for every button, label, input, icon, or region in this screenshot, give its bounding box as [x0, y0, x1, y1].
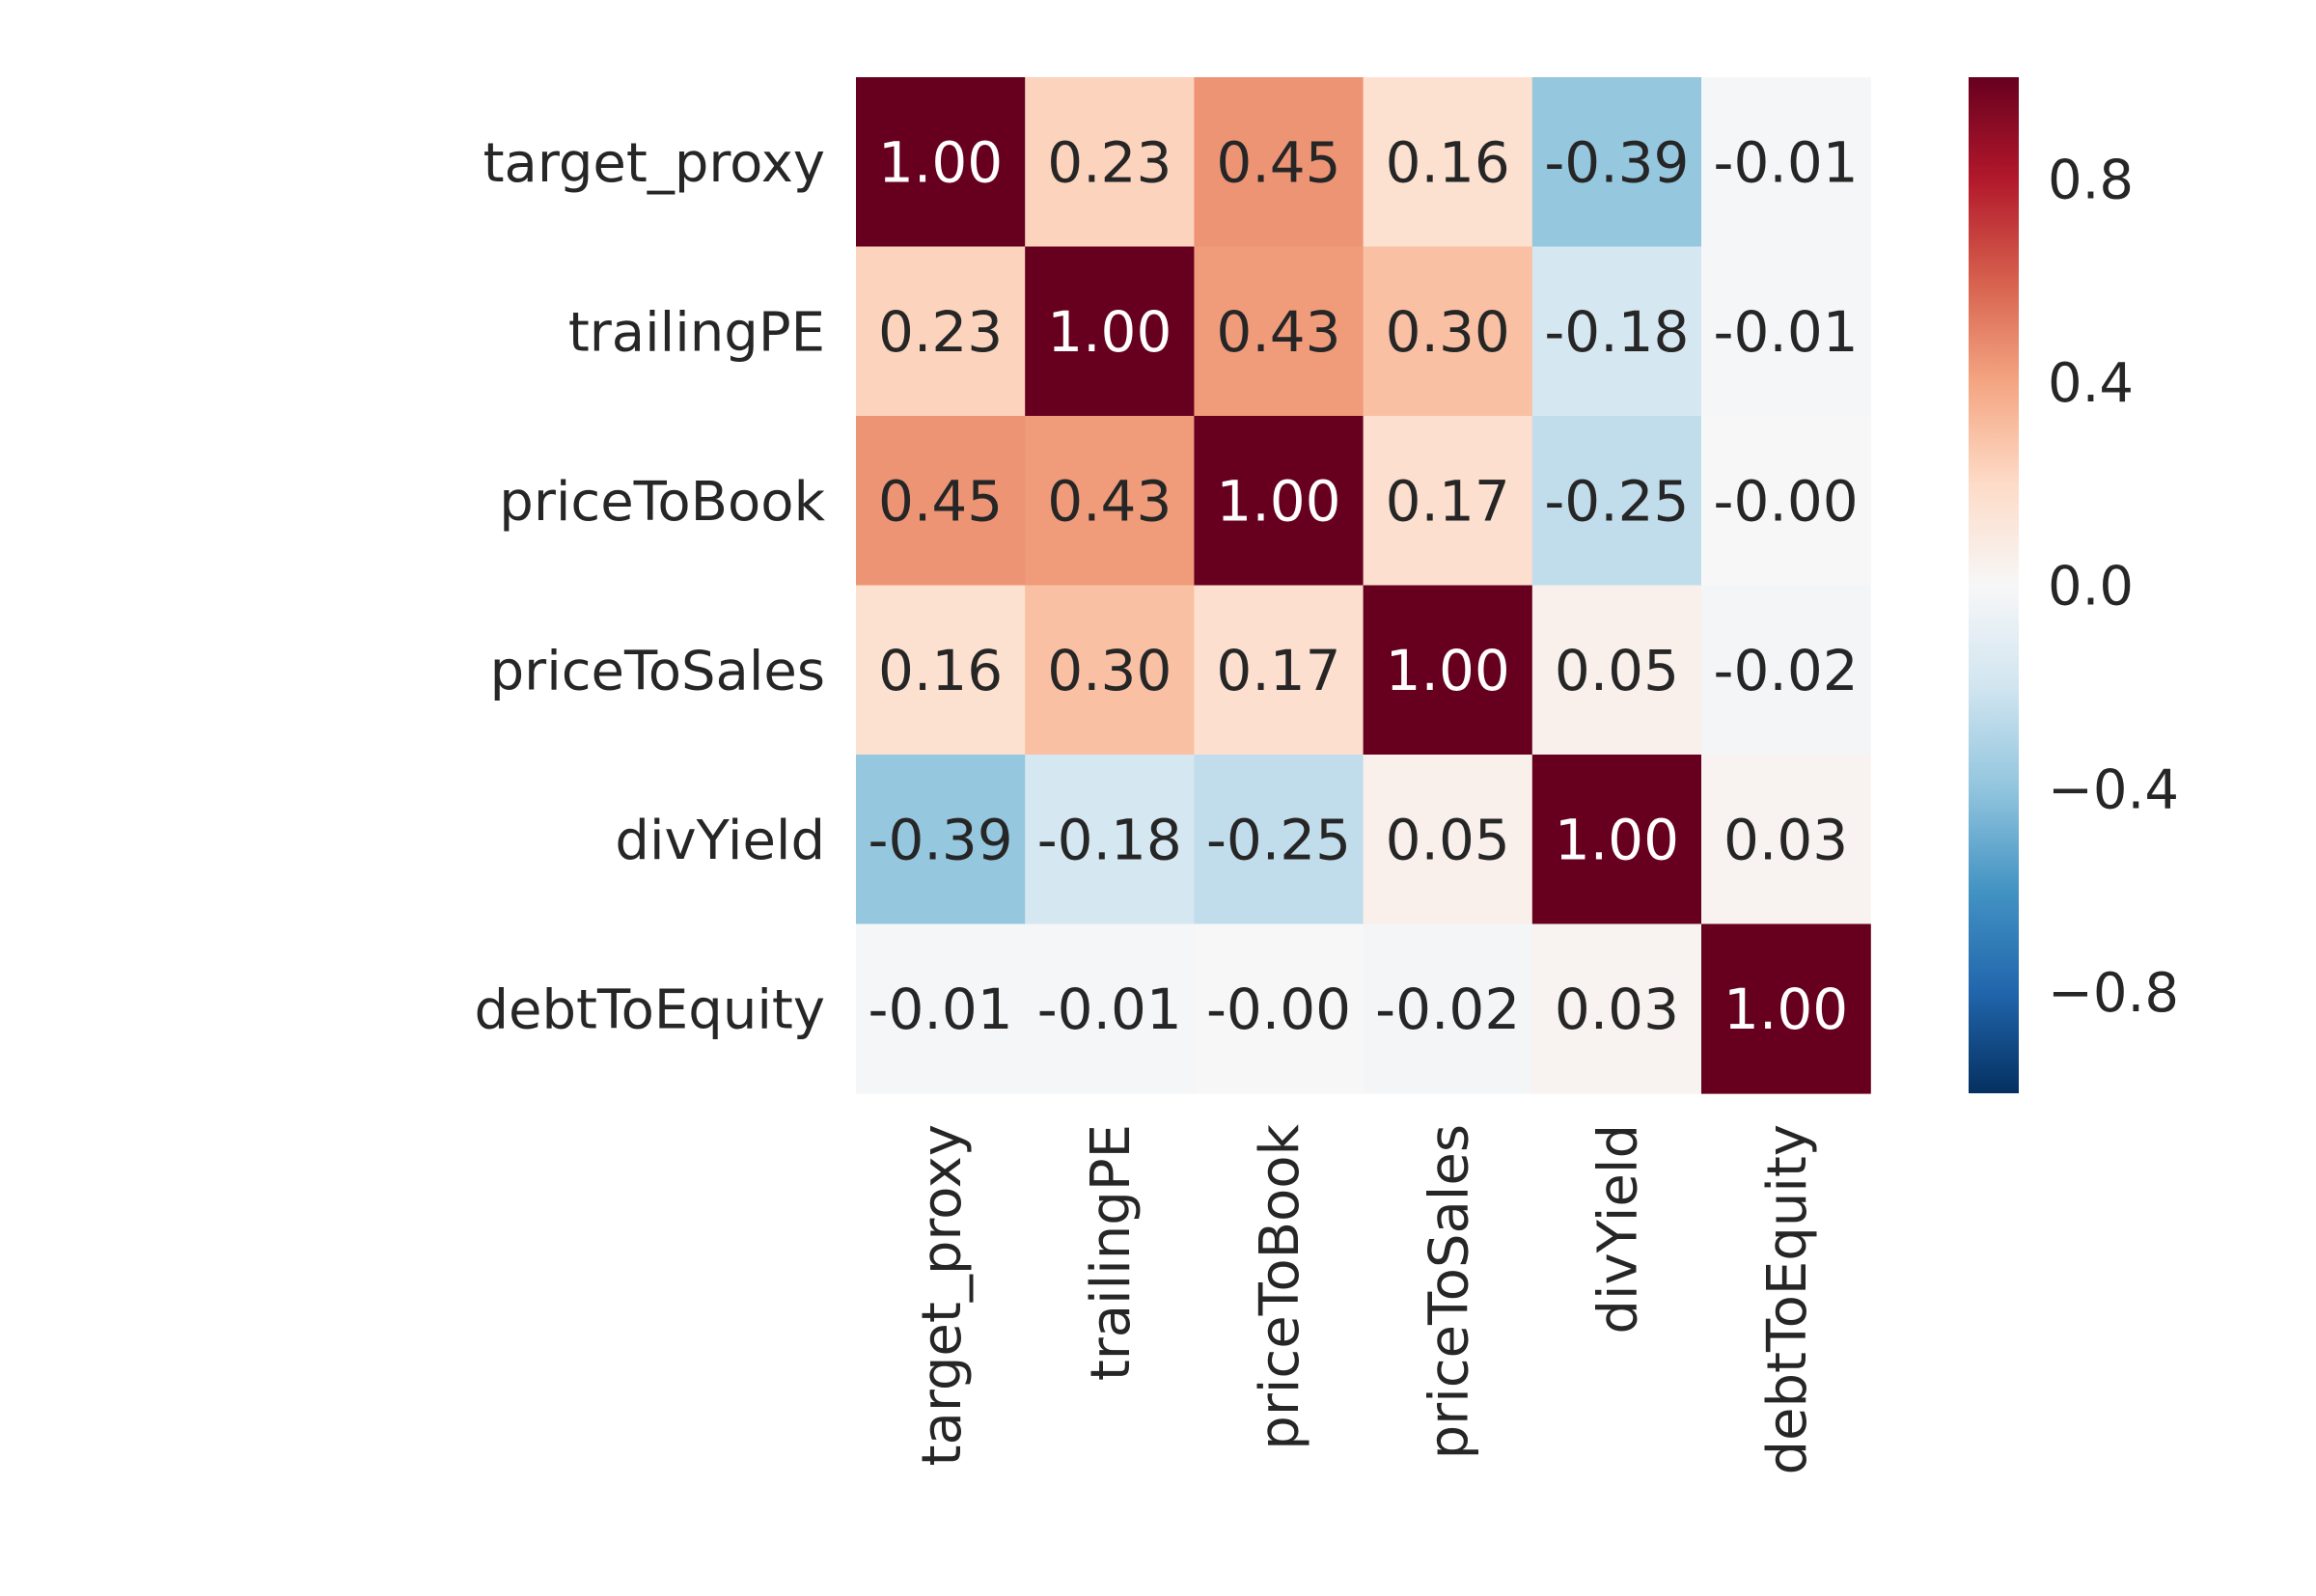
cell-annotation: -0.25 [1544, 469, 1689, 535]
cell-annotation: 0.17 [1216, 638, 1340, 703]
cell-annotation: -0.02 [1714, 638, 1859, 703]
heatmap-cell [1363, 755, 1533, 925]
heatmap-cell [1531, 923, 1702, 1094]
heatmap-cell [1701, 923, 1871, 1094]
cell-annotation: -0.39 [868, 808, 1013, 873]
cell-annotation: 0.43 [1216, 299, 1340, 365]
colorbar-tick-label: 0.8 [2048, 149, 2134, 211]
heatmap-cell [1363, 246, 1533, 417]
column-label: trailingPE [1080, 1124, 1143, 1381]
cell-annotation: 0.17 [1386, 469, 1510, 535]
row-labels: target_proxy trailingPE priceToBook priceTo… [474, 132, 825, 1042]
cell-annotation: 0.43 [1047, 469, 1172, 535]
heatmap-cell [1363, 585, 1533, 756]
heatmap-cell [1194, 416, 1365, 587]
cell-annotation: -0.25 [1206, 808, 1351, 873]
cell-annotation: -0.18 [1544, 299, 1689, 365]
cell-annotation: 0.03 [1555, 977, 1679, 1042]
heatmap-cell [1531, 416, 1702, 587]
cell-annotation: 1.00 [878, 130, 1003, 196]
heatmap-cell [856, 416, 1026, 587]
cell-annotation: 0.23 [1047, 130, 1172, 196]
colorbar-tick-label: −0.8 [2048, 962, 2179, 1025]
heatmap-cell [1194, 755, 1365, 925]
cell-annotation: 1.00 [1555, 808, 1679, 873]
cell-annotation: -0.00 [1714, 469, 1859, 535]
cell-annotation: 1.00 [1216, 469, 1340, 535]
column-label: divYield [1587, 1124, 1650, 1335]
cell-annotation: 0.45 [878, 469, 1003, 535]
column-label: priceToBook [1249, 1123, 1311, 1449]
row-label: priceToSales [490, 640, 825, 702]
heatmap-cell [1363, 416, 1533, 587]
heatmap-cell [1194, 923, 1365, 1094]
cell-annotation: -0.01 [1714, 130, 1859, 196]
heatmap-cell [1363, 923, 1533, 1094]
heatmap-cell [1531, 585, 1702, 756]
cell-annotation: 0.05 [1555, 638, 1679, 703]
heatmap-cell [1701, 585, 1871, 756]
colorbar-gradient [1969, 77, 2019, 1093]
heatmap-annotations: 1.00 0.23 0.45 0.16 -0.39 -0.01 0.23 1.00 0.43 0.… [868, 130, 1859, 1043]
column-labels: target_proxy trailingPE priceToBook priceTo… [911, 1123, 1819, 1474]
heatmap-cell [1701, 755, 1871, 925]
heatmap-cell [856, 585, 1026, 756]
heatmap-cell [856, 755, 1026, 925]
cell-annotation: -0.39 [1544, 130, 1689, 196]
cell-annotation: 0.16 [878, 638, 1003, 703]
row-label: debtToEquity [474, 978, 825, 1041]
colorbar-tick-label: 0.4 [2048, 352, 2134, 415]
colorbar-tick-label: −0.4 [2048, 758, 2179, 821]
row-label: divYield [615, 810, 825, 872]
heatmap-cell [1025, 416, 1195, 587]
heatmap-cell [1025, 246, 1195, 417]
cell-annotation: 0.30 [1047, 638, 1172, 703]
heatmap-cell [1531, 77, 1702, 248]
cell-annotation: 0.05 [1386, 808, 1510, 873]
cell-annotation: -0.18 [1037, 808, 1182, 873]
row-label: priceToBook [499, 471, 825, 534]
heatmap-cell [856, 77, 1026, 248]
cell-annotation: 0.03 [1723, 808, 1848, 873]
heatmap-cell [856, 923, 1026, 1094]
heatmap-cell [1194, 585, 1365, 756]
heatmap-cell [1194, 77, 1365, 248]
heatmap-cell [1025, 923, 1195, 1094]
row-label: trailingPE [568, 301, 825, 364]
cell-annotation: 0.16 [1386, 130, 1510, 196]
heatmap-cell [1531, 755, 1702, 925]
heatmap-cells [856, 77, 1871, 1094]
row-label: target_proxy [483, 132, 825, 195]
column-label: priceToSales [1418, 1124, 1480, 1459]
cell-annotation: 1.00 [1723, 977, 1848, 1042]
cell-annotation: -0.01 [1037, 977, 1182, 1042]
cell-annotation: 0.45 [1216, 130, 1340, 196]
heatmap-cell [1701, 246, 1871, 417]
heatmap-cell [1363, 77, 1533, 248]
heatmap-cell [1531, 246, 1702, 417]
cell-annotation: 1.00 [1386, 638, 1510, 703]
cell-annotation: -0.01 [1714, 299, 1859, 365]
cell-annotation: 0.23 [878, 299, 1003, 365]
heatmap-cell [1194, 246, 1365, 417]
colorbar-tick-label: 0.0 [2048, 556, 2134, 619]
cell-annotation: -0.01 [868, 977, 1013, 1042]
column-label: debtToEquity [1756, 1124, 1819, 1475]
cell-annotation: 0.30 [1386, 299, 1510, 365]
cell-annotation: 1.00 [1047, 299, 1172, 365]
heatmap-cell [1025, 755, 1195, 925]
heatmap-cell [1025, 585, 1195, 756]
heatmap-cell [856, 246, 1026, 417]
cell-annotation: -0.02 [1375, 977, 1520, 1042]
cell-annotation: -0.00 [1206, 977, 1351, 1042]
heatmap-cell [1025, 77, 1195, 248]
column-label: target_proxy [911, 1124, 974, 1466]
heatmap-cell [1701, 77, 1871, 248]
colorbar: 0.8 0.4 0.0 −0.4 −0.8 [1969, 77, 2179, 1093]
heatmap-cell [1701, 416, 1871, 587]
